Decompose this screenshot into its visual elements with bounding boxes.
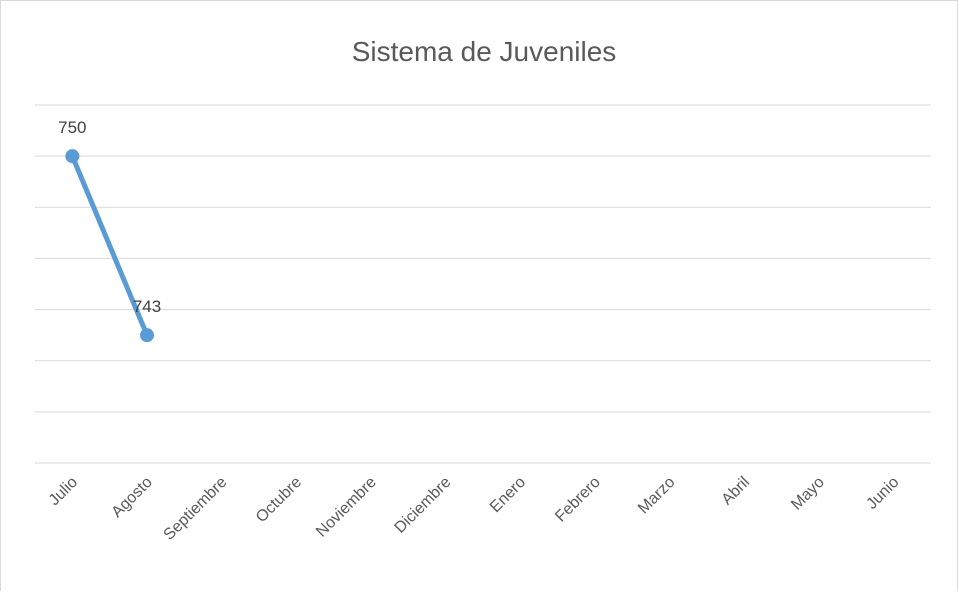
x-tick-label: Abril: [719, 474, 754, 509]
x-tick-label: Julio: [46, 474, 81, 509]
series-line: [69, 153, 150, 338]
data-label: 743: [133, 297, 161, 316]
data-point: [140, 328, 154, 343]
data-label: 750: [58, 118, 86, 137]
chart-title: Sistema de Juveniles: [352, 36, 617, 67]
x-tick-label: Noviembre: [313, 474, 380, 541]
x-tick-label: Marzo: [635, 474, 679, 518]
x-tick-label: Enero: [487, 474, 529, 516]
x-tick-label: Diciembre: [392, 474, 455, 537]
x-axis: Julio Agosto Septiembre Octubre Noviembre Dic…: [35, 462, 931, 544]
x-tick-label: Octubre: [253, 474, 305, 526]
data-point: [65, 149, 80, 164]
data-labels: 750 743: [58, 118, 161, 316]
x-tick-label: Septiembre: [161, 474, 231, 544]
series-layer: [65, 149, 154, 343]
x-tick-label: Agosto: [109, 474, 156, 521]
x-tick-label: Junio: [863, 474, 902, 513]
x-tick-label: Mayo: [788, 474, 828, 514]
x-tick-label: Febrero: [552, 474, 604, 526]
gridlines: [35, 104, 931, 413]
